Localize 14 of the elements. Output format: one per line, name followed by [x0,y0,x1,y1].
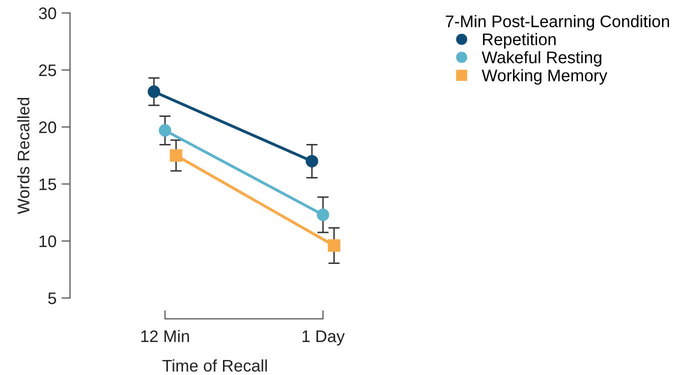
legend-label: Wakeful Resting [482,51,602,67]
legend-label: Repetition [483,33,556,49]
x-tick-label: 1 Day [302,330,345,346]
y-tick-label: 10 [40,235,56,248]
y-tick-label: 20 [39,121,56,134]
legend-label: Working Memory [482,69,608,85]
y-tick-label: 30 [38,7,56,20]
y-tick-label: 5 [48,292,56,304]
y-axis-title: Words Recalled [17,98,30,214]
y-tick-label: 15 [40,178,56,190]
x-axis-title: Time of Recall [162,359,267,372]
y-tick-label: 25 [39,64,56,76]
legend-title: 7-Min Post-Learning Condition [446,15,670,31]
x-tick-label: 12 Min [141,330,189,342]
